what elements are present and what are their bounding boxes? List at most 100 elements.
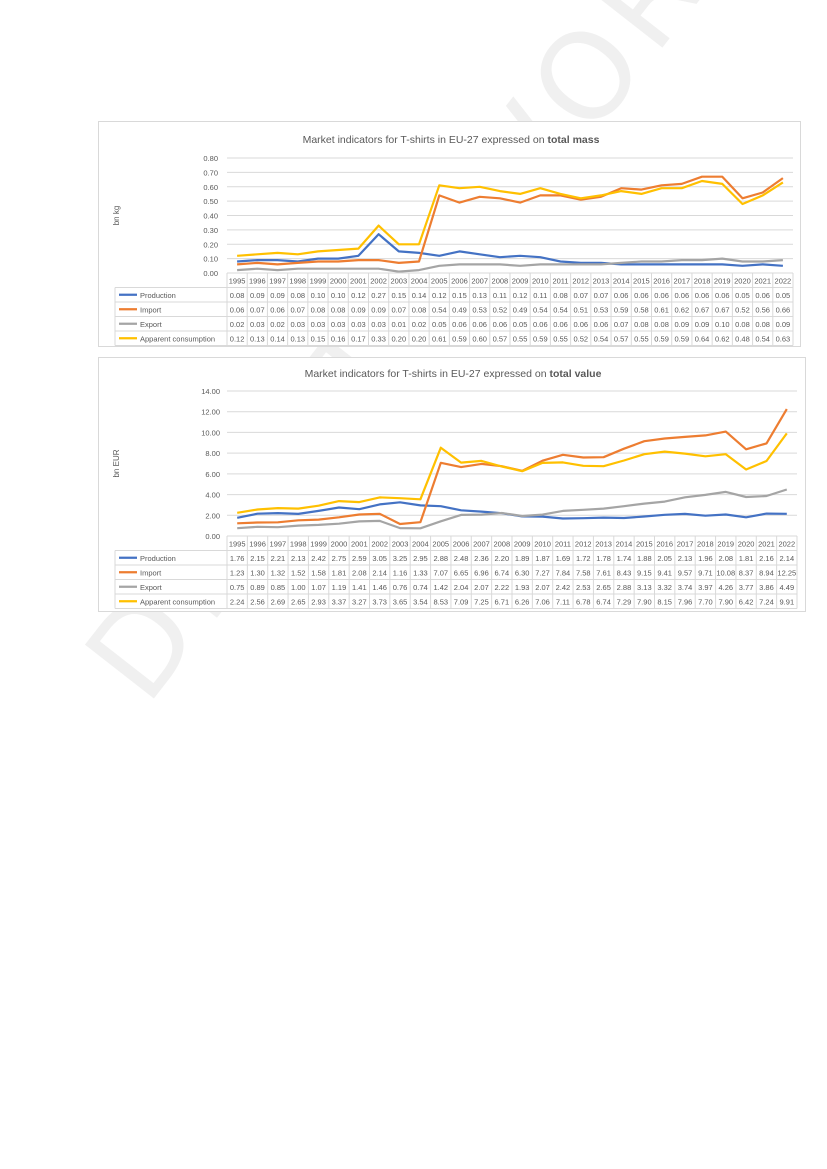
y-tick-label: 12.00 — [201, 408, 220, 417]
data-label: 2.08 — [718, 554, 733, 563]
data-label: 9.71 — [698, 569, 713, 578]
data-label: 0.74 — [413, 583, 428, 592]
x-tick-label: 2014 — [613, 277, 630, 286]
data-label: 0.09 — [776, 320, 791, 329]
x-tick-label: 1996 — [249, 277, 266, 286]
legend-label: Export — [140, 320, 163, 329]
chart-title: Market indicators for T-shirts in EU-27 … — [305, 368, 602, 380]
data-label: 3.54 — [413, 598, 428, 607]
data-label: 0.08 — [412, 306, 427, 315]
data-label: 0.66 — [776, 306, 791, 315]
data-label: 7.27 — [535, 569, 550, 578]
x-tick-label: 1996 — [249, 540, 266, 549]
legend-label: Import — [140, 306, 162, 315]
data-label: 0.06 — [533, 320, 548, 329]
x-tick-label: 2017 — [673, 277, 690, 286]
data-label: 0.54 — [533, 306, 548, 315]
data-label: 2.69 — [271, 598, 286, 607]
data-label: 7.96 — [678, 598, 693, 607]
data-label: 7.61 — [596, 569, 611, 578]
y-tick-label: 0.10 — [203, 255, 218, 264]
data-label: 0.06 — [614, 291, 629, 300]
x-tick-label: 2007 — [473, 540, 490, 549]
series-line-apparent-consumption — [237, 179, 784, 257]
data-label: 0.58 — [634, 306, 649, 315]
data-label: 0.06 — [472, 320, 487, 329]
data-label: 0.10 — [715, 320, 730, 329]
data-label: 0.10 — [331, 291, 346, 300]
data-label: 6.65 — [454, 569, 469, 578]
data-label: 2.04 — [454, 583, 469, 592]
data-label: 0.08 — [331, 306, 346, 315]
data-label: 0.06 — [573, 320, 588, 329]
data-label: 9.41 — [657, 569, 672, 578]
series-line-import — [237, 175, 784, 266]
data-label: 1.46 — [372, 583, 387, 592]
data-label: 8.15 — [657, 598, 672, 607]
x-tick-label: 2002 — [371, 540, 388, 549]
data-label: 0.61 — [432, 335, 447, 344]
data-label: 3.13 — [637, 583, 652, 592]
data-label: 3.74 — [678, 583, 693, 592]
data-label: 0.20 — [412, 335, 427, 344]
data-label: 0.06 — [553, 320, 568, 329]
data-label: 0.11 — [493, 291, 507, 300]
data-label: 0.53 — [472, 306, 487, 315]
data-label: 2.48 — [454, 554, 469, 563]
data-label: 1.52 — [291, 569, 306, 578]
y-tick-label: 10.00 — [201, 428, 220, 437]
series-line-import — [237, 408, 788, 526]
mass-chart-panel: Market indicators for T-shirts in EU-27 … — [98, 121, 801, 347]
x-tick-label: 2001 — [351, 540, 368, 549]
data-label: 0.02 — [230, 320, 245, 329]
legend-label: Apparent consumption — [140, 598, 215, 607]
x-tick-label: 2016 — [653, 277, 670, 286]
data-label: 3.32 — [657, 583, 672, 592]
x-tick-label: 2002 — [370, 277, 387, 286]
y-tick-label: 14.00 — [201, 387, 220, 396]
data-label: 0.07 — [573, 291, 588, 300]
y-tick-label: 2.00 — [205, 511, 220, 520]
data-label: 0.05 — [776, 291, 791, 300]
data-label: 10.08 — [716, 569, 735, 578]
x-tick-label: 2009 — [514, 540, 531, 549]
x-tick-label: 1998 — [290, 540, 307, 549]
data-label: 0.20 — [392, 335, 407, 344]
x-tick-label: 2000 — [330, 277, 347, 286]
data-label: 0.12 — [513, 291, 528, 300]
data-label: 0.08 — [755, 320, 770, 329]
data-label: 0.33 — [371, 335, 386, 344]
legend-label: Apparent consumption — [140, 335, 215, 344]
series-line-export — [237, 257, 783, 273]
x-tick-label: 2004 — [412, 540, 429, 549]
data-label: 7.29 — [617, 598, 632, 607]
data-label: 2.05 — [657, 554, 672, 563]
y-tick-label: 0.00 — [205, 532, 220, 541]
data-label: 0.12 — [351, 291, 366, 300]
data-label: 2.14 — [780, 554, 795, 563]
data-label: 0.08 — [230, 291, 245, 300]
data-label: 2.95 — [413, 554, 428, 563]
data-label: 7.11 — [556, 598, 570, 607]
data-label: 6.74 — [596, 598, 611, 607]
x-tick-label: 2008 — [493, 540, 510, 549]
data-label: 0.53 — [594, 306, 609, 315]
data-label: 4.26 — [718, 583, 733, 592]
x-tick-label: 2006 — [453, 540, 470, 549]
x-tick-label: 2013 — [593, 277, 610, 286]
data-label: 0.09 — [250, 291, 265, 300]
data-label: 0.16 — [331, 335, 346, 344]
x-tick-label: 2020 — [738, 540, 755, 549]
data-label: 0.13 — [250, 335, 265, 344]
data-label: 9.15 — [637, 569, 652, 578]
data-label: 6.96 — [474, 569, 489, 578]
data-label: 0.07 — [250, 306, 265, 315]
chart-title-emphasis: total mass — [547, 134, 599, 146]
data-label: 7.84 — [556, 569, 571, 578]
data-label: 1.87 — [535, 554, 550, 563]
data-label: 0.09 — [695, 320, 710, 329]
y-tick-label: 6.00 — [205, 470, 220, 479]
x-tick-label: 2004 — [411, 277, 428, 286]
data-label: 0.55 — [513, 335, 528, 344]
data-label: 0.02 — [412, 320, 427, 329]
